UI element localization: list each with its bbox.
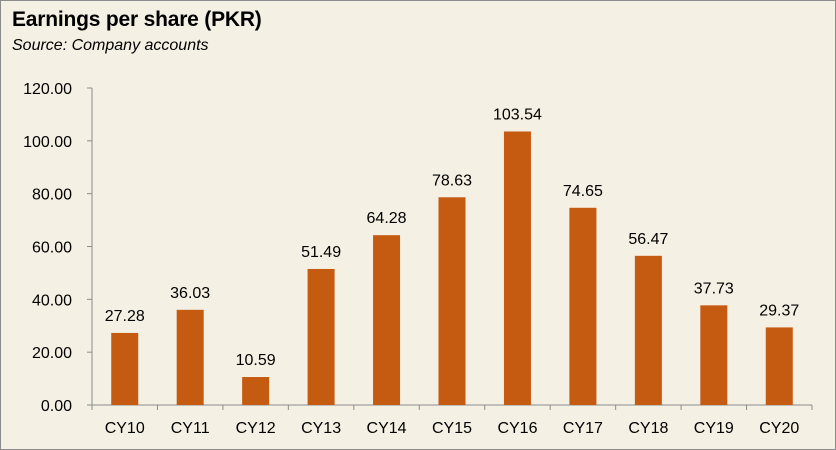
bar-cy13 bbox=[307, 268, 335, 405]
y-axis: 0.00 20.00 40.00 60.00 80.00 100.00 120.00 bbox=[23, 81, 93, 415]
data-label-cy10: 27.28 bbox=[105, 308, 145, 325]
bar-cy20 bbox=[765, 327, 793, 405]
bar-cy11 bbox=[176, 309, 204, 405]
y-tick-label: 0.00 bbox=[41, 398, 72, 415]
x-tick-label-cy12: CY12 bbox=[236, 420, 276, 437]
x-tick-label-cy13: CY13 bbox=[301, 420, 341, 437]
x-tick-label-cy10: CY10 bbox=[105, 420, 145, 437]
y-tick-label: 120.00 bbox=[23, 81, 72, 98]
data-label-cy13: 51.49 bbox=[301, 244, 341, 261]
data-label-cy15: 78.63 bbox=[432, 172, 472, 189]
data-labels: 27.28 36.03 10.59 51.49 64.28 78.63 103.54 74.6… bbox=[105, 106, 800, 369]
bar-cy10 bbox=[111, 332, 139, 405]
data-label-cy12: 10.59 bbox=[236, 352, 276, 369]
data-label-cy17: 74.65 bbox=[563, 183, 603, 200]
x-tick-label-cy20: CY20 bbox=[759, 420, 799, 437]
data-label-cy14: 64.28 bbox=[367, 210, 407, 227]
bar-cy12 bbox=[242, 377, 270, 405]
x-tick-label-cy17: CY17 bbox=[563, 420, 603, 437]
bar-cy17 bbox=[569, 207, 597, 405]
y-tick-label: 60.00 bbox=[32, 240, 72, 257]
bar-cy16 bbox=[503, 131, 531, 406]
x-tick-label-cy18: CY18 bbox=[628, 420, 668, 437]
bar-cy15 bbox=[438, 197, 466, 405]
x-tick-label-cy15: CY15 bbox=[432, 420, 472, 437]
data-label-cy20: 29.37 bbox=[759, 302, 799, 319]
y-tick-label: 40.00 bbox=[32, 292, 72, 309]
bars bbox=[111, 131, 793, 406]
y-tick-label: 100.00 bbox=[23, 134, 72, 151]
bar-cy18 bbox=[634, 255, 662, 405]
x-tick-label-cy16: CY16 bbox=[497, 420, 537, 437]
y-tick-label: 20.00 bbox=[32, 345, 72, 362]
x-tick-label-cy19: CY19 bbox=[694, 420, 734, 437]
bar-cy19 bbox=[700, 305, 728, 405]
data-label-cy19: 37.73 bbox=[694, 280, 734, 297]
chart-subtitle: Source: Company accounts bbox=[12, 37, 209, 54]
data-label-cy11: 36.03 bbox=[170, 285, 210, 302]
x-tick-label-cy11: CY11 bbox=[171, 420, 210, 437]
chart-title: Earnings per share (PKR) bbox=[12, 8, 262, 31]
data-label-cy16: 103.54 bbox=[493, 106, 542, 123]
data-label-cy18: 56.47 bbox=[628, 231, 668, 248]
y-tick-label: 80.00 bbox=[32, 187, 72, 204]
x-axis: CY10 CY11 CY12 CY13 CY14 CY15 CY16 CY17 CY18 CY19… bbox=[91, 404, 813, 437]
x-tick-label-cy14: CY14 bbox=[367, 420, 407, 437]
bar-cy14 bbox=[373, 235, 401, 405]
